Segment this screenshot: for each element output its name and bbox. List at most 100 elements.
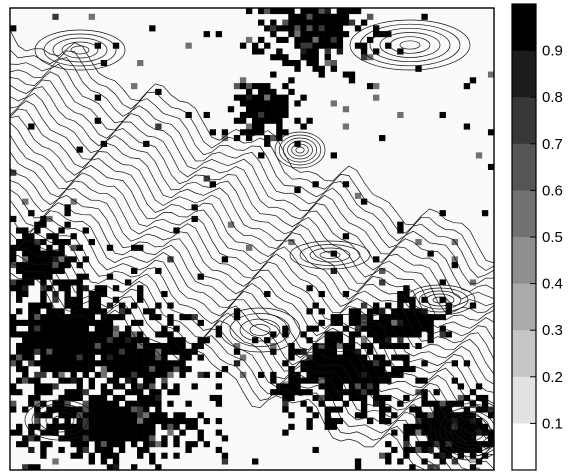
heatmap-cell [306,36,313,43]
heatmap-cell [167,429,174,436]
heatmap-cell [34,256,41,263]
heatmap-cell [330,36,337,43]
heatmap-cell [439,412,446,419]
heatmap-cell [64,412,71,419]
heatmap-cell [330,360,337,367]
heatmap-cell [70,244,77,251]
heatmap-cell [155,412,162,419]
heatmap-cell [70,366,77,373]
heatmap-cell [342,371,350,378]
heatmap-cell [22,233,29,240]
heatmap-cell [282,129,289,136]
heatmap-cell [82,435,89,442]
heatmap-cell [427,435,434,442]
heatmap-cell [131,464,138,470]
contour-ring [229,313,291,347]
heatmap-cell [112,348,120,355]
heatmap-cell [76,383,83,390]
heatmap-cell [76,146,83,153]
heatmap-cell [439,314,446,321]
heatmap-cell [373,25,380,32]
heatmap-cell [409,296,416,303]
heatmap-cell [203,337,210,344]
heatmap-cell [106,452,114,459]
heatmap-cell [360,389,368,396]
heatmap-cell [294,31,301,38]
heatmap-cell [112,296,120,303]
heatmap-cell [161,441,168,448]
heatmap-cell [40,389,47,396]
contour-line [10,115,494,341]
heatmap-cell [294,348,301,355]
heatmap-cell [40,314,47,321]
contour-ring [459,422,481,438]
heatmap-cell [433,423,440,430]
heatmap-cell [348,19,356,26]
heatmap-cell [215,371,223,378]
heatmap-cell [469,77,477,84]
heatmap-cell [82,371,89,378]
heatmap-cell [137,366,144,373]
heatmap-cell [457,441,465,448]
heatmap-cell [118,446,126,453]
heatmap-cell [191,383,198,390]
heatmap-cell [94,412,102,419]
heatmap-cell [46,319,53,326]
heatmap-cell [112,400,120,407]
heatmap-cell [215,325,223,332]
heatmap-cell [52,354,59,361]
heatmap-cell [197,337,204,344]
heatmap-cell [143,354,150,361]
heatmap-cell [131,423,138,430]
heatmap-cell [245,36,253,43]
heatmap-cell [94,308,102,315]
heatmap-cell [318,25,325,32]
heatmap-cell [118,423,126,430]
heatmap-cell [276,25,283,32]
heatmap-cell [415,319,422,326]
heatmap-cell [427,314,434,321]
heatmap-cell [306,418,313,425]
heatmap-cell [366,342,374,350]
contour-ring [52,415,68,425]
heatmap-cell [330,31,337,38]
heatmap-cell [379,342,386,350]
heatmap-cell [215,429,223,436]
heatmap-cell [288,377,295,384]
heatmap-cell [149,371,156,378]
heatmap-cell [88,239,95,246]
heatmap-cell [22,227,29,234]
heatmap-cell [360,48,368,55]
heatmap-cell [40,325,47,332]
heatmap-cell [312,31,319,38]
heatmap-cell [76,331,83,338]
heatmap-cell [233,360,241,367]
heatmap-cell [403,331,410,338]
heatmap-cell [124,337,132,344]
heatmap-cell [149,458,156,465]
contour-line [10,134,494,375]
heatmap-cell [88,435,95,442]
heatmap-cell [463,394,471,402]
heatmap-cell [40,319,47,326]
heatmap-cell [324,25,331,32]
heatmap-cell [294,140,301,147]
heatmap-cell [264,111,271,119]
heatmap-cell [403,423,410,430]
heatmap-cell [336,25,344,32]
heatmap-cell [300,360,307,367]
heatmap-cell [457,383,465,390]
heatmap-cell [409,302,416,309]
heatmap-cell [70,325,77,332]
heatmap-cell [167,319,174,326]
heatmap-cell [70,256,77,263]
heatmap-cell [348,8,356,15]
heatmap-cell [258,8,265,15]
heatmap-cell [373,48,380,55]
heatmap-cell [409,423,416,430]
heatmap-cell [215,394,223,402]
heatmap-cell [379,319,386,326]
heatmap-cell [336,337,344,344]
heatmap-cell [360,394,368,402]
heatmap-cell [403,394,410,402]
